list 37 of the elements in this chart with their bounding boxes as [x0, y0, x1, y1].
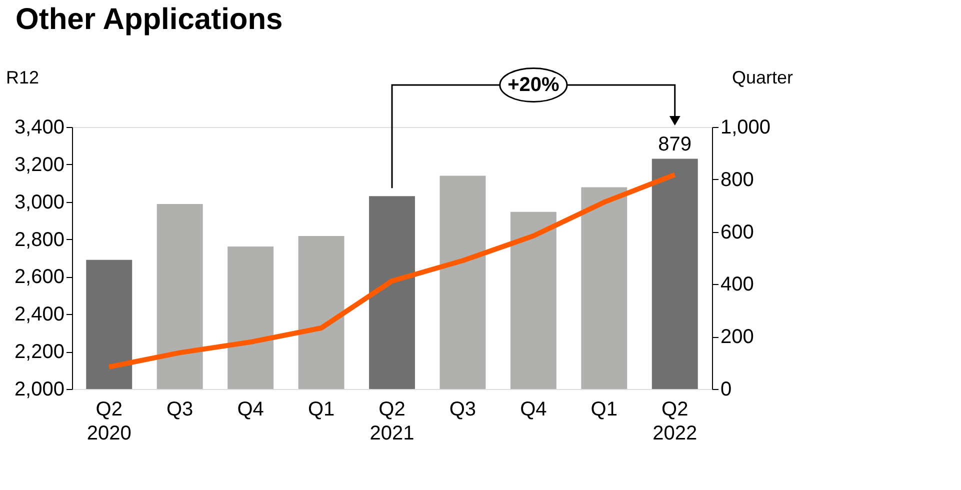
- x-tick-label: Q2 2020: [86, 398, 132, 444]
- y-tick-label: 2,600: [14, 266, 64, 288]
- y2-tick-label: 200: [720, 326, 754, 348]
- y-tick-label: 3,000: [14, 191, 64, 214]
- chart-title: Other Applications: [15, 3, 283, 36]
- y2-tick-label: 1,000: [720, 116, 771, 138]
- x-tick-label: Q2 2021: [370, 398, 414, 444]
- y2-tick-label: 400: [720, 274, 754, 296]
- bar: [156, 204, 203, 389]
- x-tick-label: Q1: [308, 398, 335, 420]
- y-axis-title: R12: [6, 68, 40, 88]
- y2-tick-label: 600: [720, 221, 754, 244]
- bar: [86, 260, 132, 389]
- y-tick-label: 3,400: [14, 116, 64, 138]
- bar: [369, 196, 415, 389]
- bar: [581, 187, 628, 389]
- bar: [228, 246, 274, 389]
- x-tick-label: Q4: [520, 398, 547, 420]
- y-tick-label: 2,400: [14, 304, 64, 326]
- y-tick-label: 2,800: [14, 228, 64, 251]
- x-tick-label: Q3: [166, 398, 194, 420]
- y-tick-label: 2,200: [14, 341, 64, 364]
- x-tick-label: Q4: [237, 398, 264, 420]
- x-tick-label: Q3: [449, 398, 476, 420]
- x-tick-label: Q1: [590, 398, 618, 420]
- y2-tick-label: 0: [720, 378, 732, 400]
- x-tick-label: Q2 2022: [652, 398, 698, 444]
- y2-tick-label: 800: [720, 168, 754, 191]
- text: +20%: [508, 74, 560, 96]
- y-tick-label: 3,200: [14, 154, 64, 176]
- bar: [510, 212, 556, 389]
- data-label: 879: [658, 134, 692, 156]
- bar: [298, 236, 344, 389]
- y-tick-label: 2,000: [14, 378, 64, 400]
- y2-axis-title: Quarter: [732, 68, 794, 88]
- bar: [652, 158, 698, 389]
- bar: [440, 176, 486, 389]
